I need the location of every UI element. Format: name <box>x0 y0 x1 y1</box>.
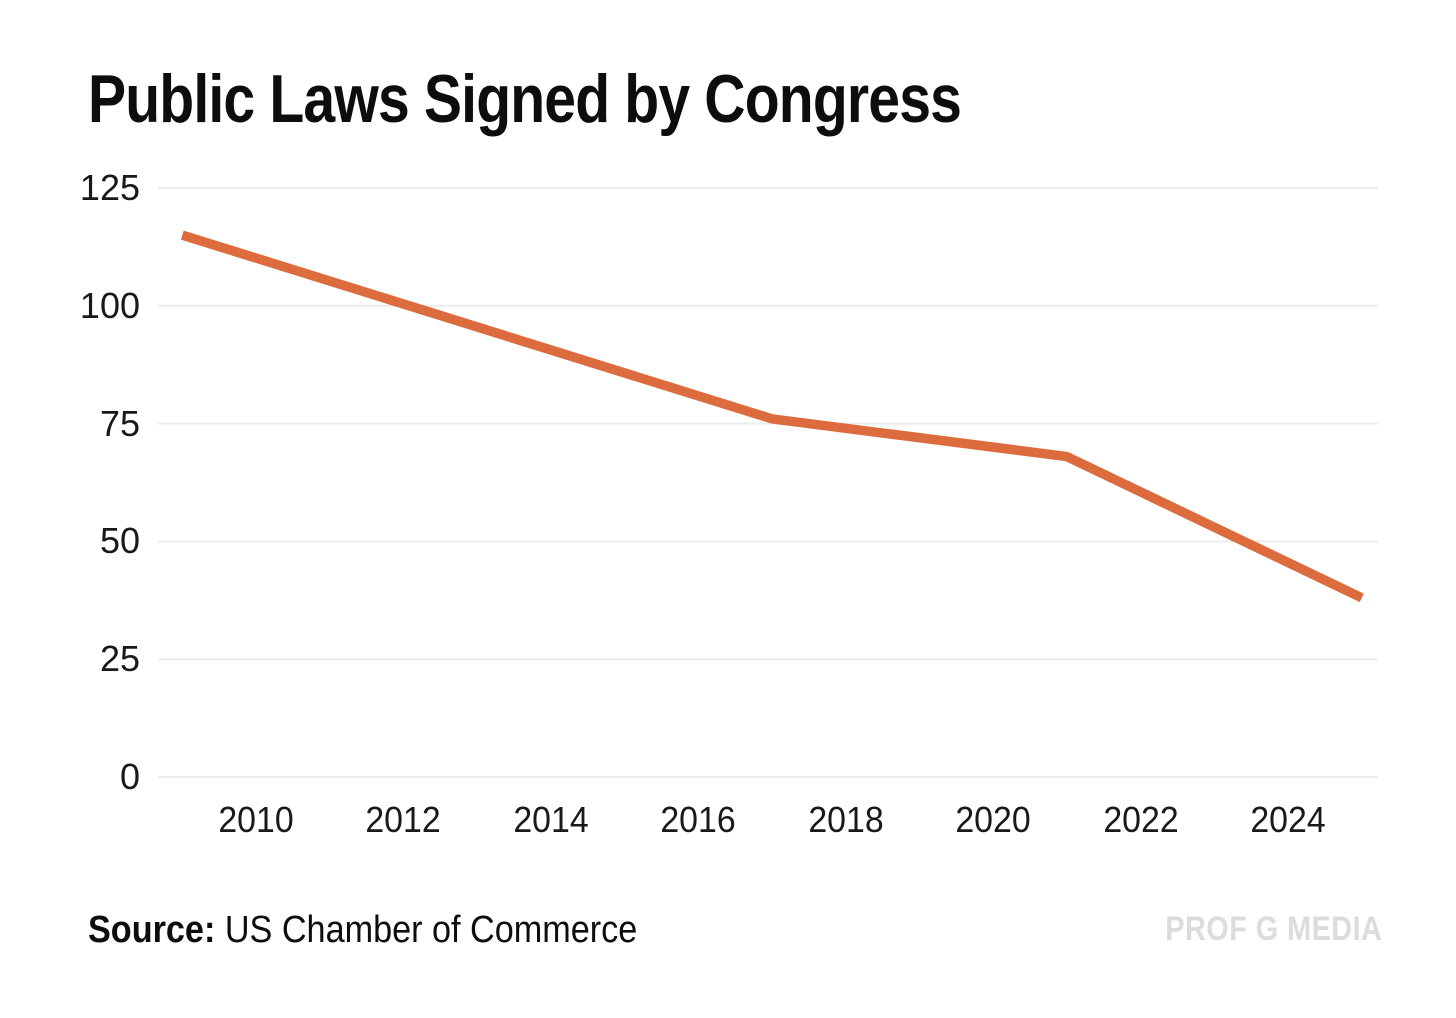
x-axis-tick-2018: 2018 <box>808 799 884 840</box>
y-axis-tick-50: 50 <box>99 520 140 562</box>
brand-watermark: PROF G MEDIA <box>1164 910 1382 948</box>
y-axis-tick-0: 0 <box>119 756 140 797</box>
y-axis-tick-100: 100 <box>79 284 140 326</box>
source-note: Source: US Chamber of Commerce <box>88 908 637 952</box>
chart-title: Public Laws Signed by Congress <box>88 61 962 137</box>
x-axis-tick-2022: 2022 <box>1102 799 1179 840</box>
x-axis-tick-2010: 2010 <box>218 799 294 840</box>
y-axis-tick-25: 25 <box>99 638 140 680</box>
x-axis-tick-2024: 2024 <box>1250 799 1326 840</box>
x-axis-tick-2012: 2012 <box>365 799 442 840</box>
x-axis-tick-2014: 2014 <box>513 799 589 840</box>
data-line-public-laws <box>180 230 1364 603</box>
x-axis-tick-2016: 2016 <box>660 799 736 840</box>
x-axis-tick-2020: 2020 <box>955 799 1031 840</box>
y-axis-tick-75: 75 <box>99 402 140 444</box>
y-axis-tick-125: 125 <box>79 167 140 208</box>
source-text: US Chamber of Commerce <box>224 909 638 951</box>
source-label: Source: <box>88 909 216 951</box>
